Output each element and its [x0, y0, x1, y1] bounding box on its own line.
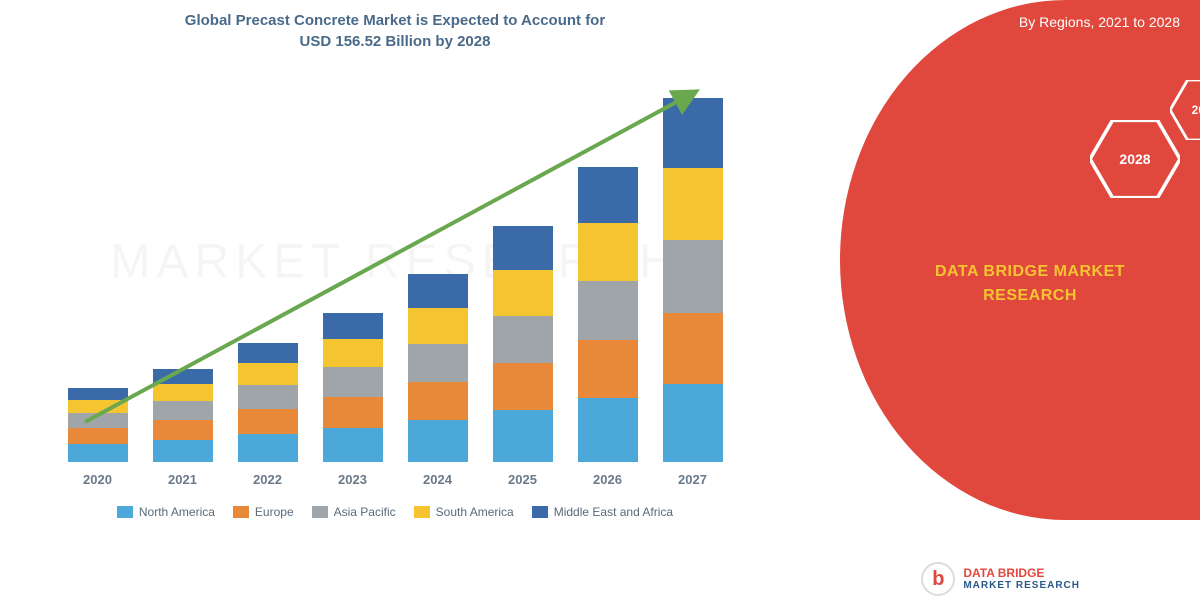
- bar-segment: [493, 410, 553, 462]
- bar-column: [238, 343, 298, 462]
- bar-segment: [153, 440, 213, 462]
- bar-segment: [578, 167, 638, 223]
- chart-title-line1: Global Precast Concrete Market is Expect…: [185, 12, 605, 29]
- x-tick-label: 2024: [408, 472, 468, 487]
- bar-segment: [238, 363, 298, 385]
- bar-segment: [68, 388, 128, 400]
- brand-line1: DATA BRIDGE MARKET: [935, 263, 1125, 280]
- bar-segment: [323, 367, 383, 397]
- bar-segment: [323, 397, 383, 428]
- bar-segment: [408, 274, 468, 308]
- bar-column: [578, 167, 638, 462]
- bar-segment: [663, 168, 723, 240]
- bar-segment: [68, 444, 128, 462]
- bar-segment: [323, 313, 383, 339]
- bar-segment: [408, 382, 468, 420]
- legend-swatch-icon: [312, 506, 328, 518]
- chart-panel: Global Precast Concrete Market is Expect…: [0, 0, 770, 600]
- bar-segment: [323, 339, 383, 367]
- bar-segment: [153, 401, 213, 420]
- bar-segment: [663, 313, 723, 384]
- bar-segment: [663, 98, 723, 168]
- hexagon-2028: 2028: [1090, 120, 1180, 198]
- legend-item: Asia Pacific: [312, 505, 396, 519]
- bar-column: [493, 226, 553, 462]
- logo-mark-icon: b: [921, 562, 955, 596]
- legend-swatch-icon: [414, 506, 430, 518]
- bar-segment: [663, 384, 723, 462]
- legend-swatch-icon: [233, 506, 249, 518]
- bar-segment: [238, 343, 298, 363]
- brand-line2: RESEARCH: [983, 287, 1077, 304]
- bar-segment: [238, 409, 298, 434]
- legend-swatch-icon: [532, 506, 548, 518]
- x-tick-label: 2020: [68, 472, 128, 487]
- side-subtitle: By Regions, 2021 to 2028: [1019, 14, 1180, 30]
- legend-label: Europe: [255, 505, 294, 519]
- bar-segment: [493, 270, 553, 316]
- x-axis: 2020 2021 2022 2023 2024 2025 2026 2027: [55, 472, 735, 487]
- bar-segment: [493, 226, 553, 270]
- bar-segment: [238, 385, 298, 409]
- hexagon-2021: 2021: [1170, 80, 1200, 140]
- bar-segment: [238, 434, 298, 462]
- bar-column: [68, 388, 128, 462]
- x-tick-label: 2026: [578, 472, 638, 487]
- bar-segment: [68, 428, 128, 444]
- legend-item: North America: [117, 505, 215, 519]
- logo-text: DATA BRIDGE MARKET RESEARCH: [963, 567, 1080, 591]
- bar-segment: [493, 363, 553, 410]
- logo-line1: DATA BRIDGE: [963, 567, 1080, 580]
- bar-segment: [578, 223, 638, 281]
- legend-label: Asia Pacific: [334, 505, 396, 519]
- logo-line2: MARKET RESEARCH: [963, 580, 1080, 591]
- x-tick-label: 2021: [153, 472, 213, 487]
- bar-segment: [578, 398, 638, 462]
- bar-segment: [493, 316, 553, 363]
- bar-segment: [663, 240, 723, 313]
- hex-small-label: 2021: [1192, 103, 1200, 117]
- bar-segment: [153, 420, 213, 440]
- bar-segment: [153, 384, 213, 401]
- bar-segment: [408, 344, 468, 382]
- x-tick-label: 2025: [493, 472, 553, 487]
- bar-column: [323, 313, 383, 462]
- bar-column: [153, 369, 213, 462]
- plot-region: MARKET RESEARCH: [55, 62, 735, 462]
- legend-swatch-icon: [117, 506, 133, 518]
- legend-item: Middle East and Africa: [532, 505, 673, 519]
- side-panel: By Regions, 2021 to 2028 2028 2021 DATA …: [770, 0, 1200, 600]
- x-tick-label: 2023: [323, 472, 383, 487]
- bar-segment: [323, 428, 383, 462]
- bar-segment: [408, 308, 468, 344]
- legend: North America Europe Asia Pacific South Ame…: [40, 505, 750, 519]
- brand-text: DATA BRIDGE MARKET RESEARCH: [900, 260, 1160, 308]
- bars-container: [55, 62, 735, 462]
- bar-segment: [68, 413, 128, 428]
- legend-item: South America: [414, 505, 514, 519]
- legend-label: North America: [139, 505, 215, 519]
- legend-label: South America: [436, 505, 514, 519]
- chart-title-line2: USD 156.52 Billion by 2028: [300, 33, 491, 50]
- bar-segment: [68, 400, 128, 413]
- x-tick-label: 2027: [663, 472, 723, 487]
- bar-segment: [578, 340, 638, 398]
- bar-column: [663, 98, 723, 462]
- bar-segment: [578, 281, 638, 340]
- bar-column: [408, 274, 468, 462]
- bar-segment: [153, 369, 213, 384]
- chart-title: Global Precast Concrete Market is Expect…: [40, 10, 750, 52]
- x-tick-label: 2022: [238, 472, 298, 487]
- root: Global Precast Concrete Market is Expect…: [0, 0, 1200, 600]
- footer-logo: b DATA BRIDGE MARKET RESEARCH: [921, 562, 1080, 596]
- bar-segment: [408, 420, 468, 462]
- legend-item: Europe: [233, 505, 294, 519]
- legend-label: Middle East and Africa: [554, 505, 673, 519]
- hex-big-label: 2028: [1119, 151, 1150, 167]
